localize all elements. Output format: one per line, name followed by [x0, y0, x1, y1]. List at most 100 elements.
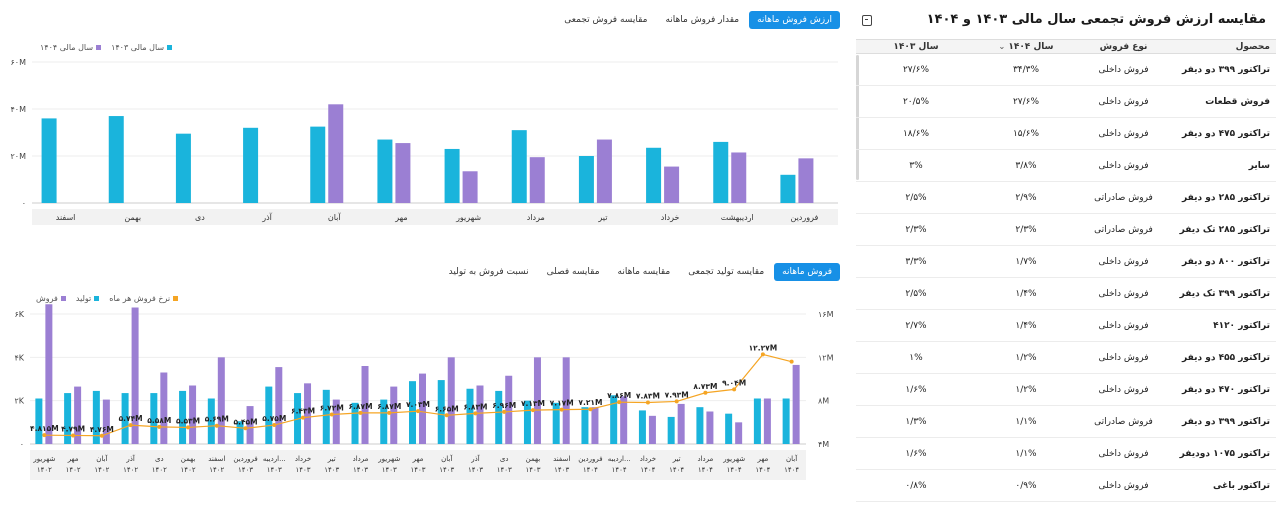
table-row[interactable]: تراکتور باغی فروش داخلی ۰/۹% ۰/۸%: [856, 469, 1276, 502]
sales-rate-point: [588, 407, 593, 412]
tab-monthly-sales[interactable]: فروش ماهانه: [774, 263, 840, 281]
legend-item-1404[interactable]: سال مالی ۱۴۰۴: [40, 43, 102, 52]
x-tick-label: بهمن: [124, 213, 141, 222]
table-row[interactable]: تراکتور ۴۷۰ دو دیفر فروش داخلی ۱/۲% ۱/۶%: [856, 373, 1276, 406]
tab-sales-to-production[interactable]: نسبت فروش به تولید: [448, 267, 529, 277]
bar-sales: [361, 366, 369, 444]
x-tick-year: ۱۴۰۳: [410, 466, 425, 474]
legend-item-production[interactable]: تولید: [76, 294, 100, 303]
sort-desc-icon[interactable]: ⌄: [998, 41, 1006, 51]
sales-rate-label: ۵.۶۹M: [205, 415, 229, 424]
cell-year-1404: ۳۴/۳%: [976, 53, 1076, 86]
table-row[interactable]: تراکتور ۲۸۵ دو دیفر فروش صادراتی ۲/۹% ۲/۵%: [856, 181, 1276, 214]
sales-rate-point: [674, 399, 679, 404]
bar-1404: [395, 143, 411, 203]
bar-production: [64, 393, 72, 444]
table-export-icon[interactable]: [862, 15, 872, 26]
x-tick-year: ۱۴۰۳: [554, 466, 569, 474]
x-tick-label: دی: [195, 213, 205, 222]
sales-rate-label: ۵.۴۵M: [234, 417, 258, 426]
x-tick-month: شهریور: [32, 455, 55, 463]
table-row[interactable]: تراکتور ۳۹۹ دو دیفر فروش صادراتی ۱/۱% ۱/۳%: [856, 405, 1276, 438]
cell-sale-type: فروش داخلی: [1076, 469, 1171, 502]
tab-monthly-compare[interactable]: مقایسه ماهانه: [617, 267, 671, 277]
bar-production: [466, 388, 474, 444]
table-row[interactable]: تراکتور ۴۵۵ دو دیفر فروش داخلی ۱/۲% ۱%: [856, 341, 1276, 374]
y-left-tick-label: ۰: [20, 440, 24, 449]
y-right-tick-label: ۴M: [818, 440, 829, 449]
sales-rate-point: [416, 409, 420, 414]
y-left-tick-label: ۴K: [14, 353, 24, 362]
tab-monthly-sales-quantity[interactable]: مقدار فروش ماهانه: [665, 15, 740, 25]
table-row[interactable]: تراکتور ۲۸۵ تک دیفر فروش صادراتی ۲/۳% ۲/۳%: [856, 213, 1276, 246]
bar-production: [236, 421, 244, 444]
x-tick-label: آذر: [261, 212, 272, 222]
cell-year-1404: ۱/۴%: [976, 309, 1076, 342]
x-tick-year: ۱۴۰۲: [152, 466, 167, 474]
sales-rate-label: ۵.۵۸M: [147, 416, 171, 425]
sales-rate-label: ۷.۱۷M: [550, 399, 574, 408]
legend-item-sales-rate[interactable]: نرخ فروش هر ماه: [109, 294, 179, 303]
cell-year-1403: ۱/۶%: [856, 373, 976, 406]
tab-cumulative-production[interactable]: مقایسه تولید تجمعی: [688, 267, 765, 277]
cell-year-1403: ۱۸/۶%: [856, 117, 976, 150]
x-tick-month: شهریور: [377, 455, 400, 463]
cell-sale-type: فروش داخلی: [1076, 53, 1171, 86]
header-product[interactable]: محصول: [1171, 39, 1276, 54]
bottom-chart-tabs: فروش ماهانه مقایسه تولید تجمعی مقایسه ما…: [441, 263, 840, 281]
header-year-1404-label: سال ۱۴۰۴: [1008, 41, 1054, 52]
header-year-1404[interactable]: سال ۱۴۰۴ ⌄: [976, 39, 1076, 54]
x-tick-label: خرداد: [661, 213, 680, 222]
bar-sales: [476, 385, 484, 444]
cell-product: تراکتور ۳۹۹ دو دیفر: [1171, 53, 1276, 86]
tab-cumulative-sales-compare[interactable]: مقایسه فروش تجمعی: [564, 15, 648, 25]
sales-rate-label: ۶.۹۶M: [492, 401, 516, 410]
bar-production: [207, 398, 215, 444]
x-tick-year: ۱۴۰۳: [267, 466, 282, 474]
header-sale-type[interactable]: نوع فروش: [1076, 39, 1171, 54]
x-tick-year: ۱۴۰۲: [37, 466, 52, 474]
y-right-tick-label: ۱۲M: [818, 353, 834, 362]
table-row[interactable]: فروش قطعات فروش داخلی ۲۷/۶% ۲۰/۵%: [856, 85, 1276, 118]
cell-year-1403: ۱/۶%: [856, 437, 976, 470]
bar-sales: [562, 357, 570, 444]
bar-1403: [41, 118, 57, 203]
cell-year-1404: ۱/۲%: [976, 373, 1076, 406]
legend-item-1403[interactable]: سال مالی ۱۴۰۳: [111, 43, 173, 52]
bar-sales: [735, 422, 743, 444]
table-row[interactable]: تراکتور ۸۰۰ دو دیفر فروش داخلی ۱/۷% ۳/۳%: [856, 245, 1276, 278]
table-row[interactable]: تراکتور ۱۰۷۵ دودیفر فروش داخلی ۱/۱% ۱/۶%: [856, 437, 1276, 470]
tab-monthly-sales-value[interactable]: ارزش فروش ماهانه: [749, 11, 840, 29]
bar-sales: [45, 304, 53, 444]
sales-rate-label: ۷.۸۳M: [636, 392, 660, 401]
table-row[interactable]: سایر فروش داخلی ۳/۸% ۳%: [856, 149, 1276, 182]
table-row[interactable]: تراکتور ۳۹۹ تک دیفر فروش داخلی ۱/۴% ۲/۵%: [856, 277, 1276, 310]
table-row[interactable]: تراکتور ۴۱۲۰ فروش داخلی ۱/۴% ۲/۷%: [856, 309, 1276, 342]
bar-sales: [447, 357, 455, 444]
sales-rate-label: ۷.۰۳M: [406, 400, 430, 409]
legend-item-sales[interactable]: فروش: [36, 294, 66, 303]
y-right-tick-label: ۱۶M: [818, 310, 834, 319]
sales-rate-point: [99, 433, 104, 438]
table-row[interactable]: تراکتور ۳۹۹ دو دیفر فروش داخلی ۳۴/۳% ۲۷/۶%: [856, 53, 1276, 86]
y-tick-label: ۶۰M: [11, 58, 27, 67]
sales-rate-label: ۷.۹۳M: [665, 390, 689, 399]
cell-year-1404: ۱/۱%: [976, 437, 1076, 470]
header-year-1403[interactable]: سال ۱۴۰۳: [856, 39, 976, 54]
bar-1403: [780, 174, 796, 203]
cell-year-1404: ۰/۹%: [976, 469, 1076, 502]
bar-sales: [275, 367, 283, 444]
sales-rate-point: [301, 415, 306, 420]
cell-year-1404: ۲/۹%: [976, 181, 1076, 214]
x-tick-label: فروردین: [790, 213, 818, 222]
sales-rate-point: [329, 412, 334, 417]
x-tick-year: ۱۴۰۲: [66, 466, 81, 474]
sales-rate-point: [444, 413, 449, 418]
x-tick-month: آبان: [441, 454, 453, 463]
cell-year-1404: ۱/۴%: [976, 277, 1076, 310]
bar-production: [610, 395, 618, 444]
tab-seasonal-compare[interactable]: مقایسه فصلی: [546, 267, 600, 277]
sales-rate-point: [530, 408, 535, 413]
table-row[interactable]: تراکتور ۴۷۵ دو دیفر فروش داخلی ۱۵/۶% ۱۸/۶%: [856, 117, 1276, 150]
sales-rate-label: ۶.۸۷M: [377, 402, 401, 411]
